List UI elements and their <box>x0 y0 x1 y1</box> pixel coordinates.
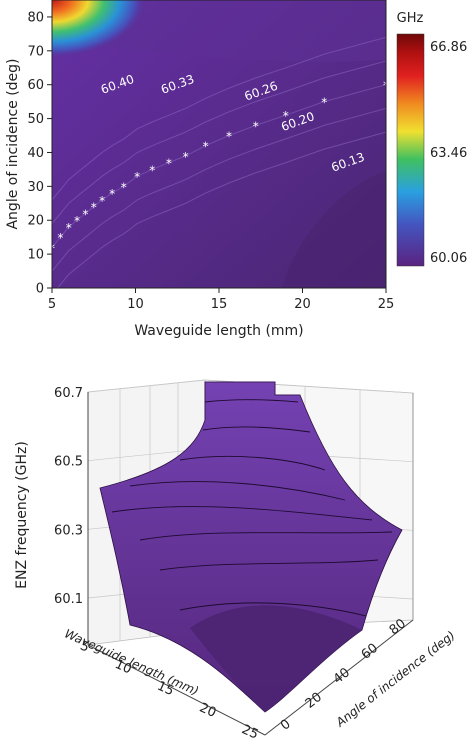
colorbar-max-label: 66.86 <box>430 40 467 55</box>
contour-line <box>52 36 386 201</box>
marker-point: * <box>226 130 232 144</box>
colorbar-mid-label: 63.46 <box>430 146 467 161</box>
surface-dark-region <box>190 605 362 712</box>
y-tick-label: 30 <box>27 180 44 195</box>
surface-contour <box>111 506 373 521</box>
z-tick-label: 60.1 <box>54 592 83 607</box>
y-tick-label: 20 <box>303 690 325 712</box>
marker-point: * <box>253 119 259 133</box>
z-tick-label: 60.5 <box>54 455 83 470</box>
y-tick-label: 10 <box>27 248 44 263</box>
marker-point: * <box>109 187 115 201</box>
surface-contour <box>202 426 311 433</box>
marker-point: * <box>57 231 63 245</box>
y-tick-label: 0 <box>36 282 44 297</box>
surface-y-label: Angle of incidence (deg) <box>333 628 458 730</box>
marker-point: * <box>166 157 172 171</box>
front-edge-right <box>264 619 414 736</box>
z-tick-label: 60.3 <box>54 523 83 538</box>
map-x-label: Waveguide length (mm) <box>134 323 303 339</box>
wall-gridline <box>87 379 206 393</box>
surface-contour <box>139 531 393 541</box>
contour-line <box>52 84 386 248</box>
map-hot-spot <box>52 0 386 288</box>
x-tick-label: 10 <box>127 297 144 312</box>
surface-contour <box>179 455 326 471</box>
marker-point: * <box>283 109 289 123</box>
marker-point: * <box>321 96 327 110</box>
y-tick-label: 40 <box>27 146 44 161</box>
marker-point: * <box>383 79 389 93</box>
z-tick-label: 60.7 <box>54 386 83 401</box>
surface-contours <box>111 399 393 617</box>
x-tick-label: 5 <box>48 297 56 312</box>
colorbar-gradient <box>396 33 425 267</box>
front-edge-left <box>87 644 266 736</box>
marker-point: * <box>49 241 55 255</box>
surface-contour <box>179 602 367 617</box>
colorbar-unit: GHz <box>397 11 424 26</box>
marker-point: * <box>74 214 80 228</box>
surface-contour <box>204 399 299 403</box>
contour-line <box>56 131 386 288</box>
marker-point: * <box>203 140 209 154</box>
x-tick-label: 20 <box>294 297 311 312</box>
y-tick-label: 20 <box>27 214 44 229</box>
map-ticks: 5 10 15 20 25 0 10 20 30 40 50 60 70 80 <box>27 10 394 312</box>
x-tick-label: 25 <box>239 722 260 742</box>
x-tick-label: 20 <box>197 700 218 720</box>
surface-z-label: ENZ frequency (GHz) <box>14 441 30 589</box>
x-tick-label: 15 <box>211 297 228 312</box>
surface-contour <box>159 559 379 571</box>
y-tick-label: 60 <box>27 78 44 93</box>
surface-contour <box>129 481 346 501</box>
colorbar-min-label: 60.06 <box>430 251 467 266</box>
x-tick-label: 25 <box>378 297 395 312</box>
y-tick-label: 80 <box>27 10 44 25</box>
marker-point: * <box>149 163 155 177</box>
y-tick-label: 0 <box>278 717 294 734</box>
marker-series: *** * * * * * ** * * ******* <box>49 79 389 256</box>
marker-point: * <box>183 150 189 164</box>
contour-lines <box>52 36 386 288</box>
contour-line <box>52 107 386 272</box>
marker-point: * <box>66 221 72 235</box>
marker-point: * <box>91 201 97 215</box>
y-tick-label: 70 <box>27 44 44 59</box>
marker-point: * <box>134 170 140 184</box>
y-tick-label: 40 <box>331 665 353 687</box>
marker-point: * <box>121 180 127 194</box>
marker-point: * <box>99 194 105 208</box>
x-tick-label: 10 <box>113 657 134 677</box>
y-tick-label: 50 <box>27 112 44 127</box>
contour-map: *** * * * * * ** * * ******* 60.40 60.33 60.2660.20… <box>5 0 394 339</box>
colorbar: GHz 66.86 63.46 60.06 <box>396 11 467 267</box>
contour-line <box>52 60 386 224</box>
x-tick-label: 15 <box>155 679 176 699</box>
map-y-label: Angle of incidence (deg) <box>5 58 21 229</box>
marker-point: * <box>82 207 88 221</box>
